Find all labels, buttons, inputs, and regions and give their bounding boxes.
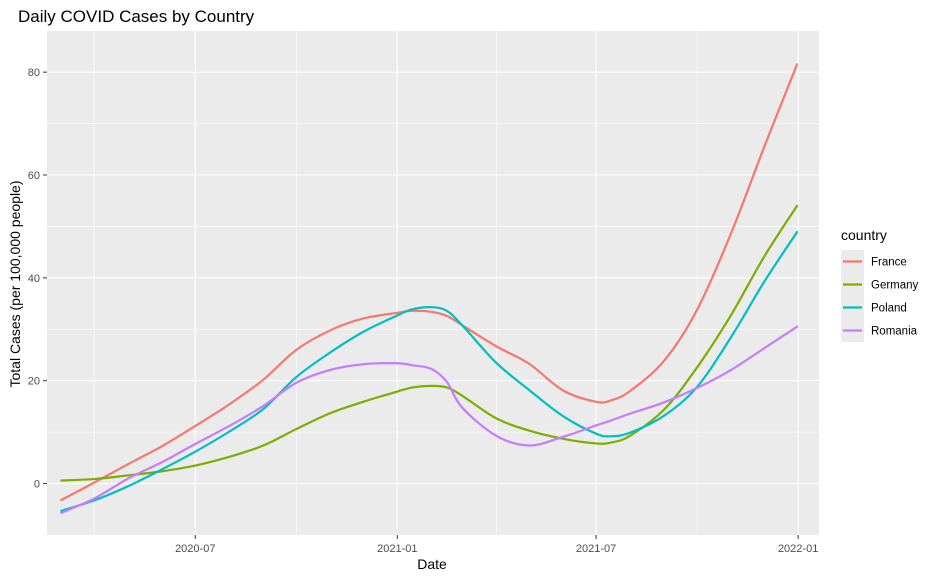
plot-panel xyxy=(47,31,819,535)
y-tick-label: 20 xyxy=(28,376,40,388)
y-tick-label: 40 xyxy=(28,273,40,285)
series-line-germany xyxy=(60,204,799,482)
x-tick-label: 2021-01 xyxy=(377,543,417,555)
y-tick-label: 0 xyxy=(34,479,40,491)
legend-title: country xyxy=(841,227,887,243)
y-axis: 0 20 40 60 80 xyxy=(28,67,47,491)
y-tick-label: 80 xyxy=(28,67,40,79)
x-axis-title: Date xyxy=(417,556,447,572)
legend-item-germany: Germany xyxy=(841,273,919,296)
legend-item-poland: Poland xyxy=(841,296,907,319)
legend-label: France xyxy=(871,257,907,269)
series-lines xyxy=(60,63,799,514)
major-gridlines xyxy=(47,31,819,535)
x-tick-label: 2020-07 xyxy=(175,543,215,555)
y-axis-title: Total Cases (per 100,000 people) xyxy=(7,180,23,387)
legend-item-romania: Romania xyxy=(841,319,918,342)
series-line-poland xyxy=(60,230,799,512)
legend-item-france: France xyxy=(841,250,907,273)
x-tick-label: 2022-01 xyxy=(778,543,818,555)
chart-title: Daily COVID Cases by Country xyxy=(18,7,255,26)
x-tick-label: 2021-07 xyxy=(576,543,616,555)
legend-label: Poland xyxy=(871,303,907,315)
legend: country France Germany Poland Romania xyxy=(841,227,919,342)
minor-gridlines xyxy=(47,31,819,535)
legend-label: Romania xyxy=(871,326,918,338)
x-axis: 2020-07 2021-01 2021-07 2022-01 xyxy=(175,535,818,555)
legend-label: Germany xyxy=(871,280,919,292)
y-tick-label: 60 xyxy=(28,170,40,182)
series-line-romania xyxy=(60,325,799,514)
series-line-france xyxy=(60,63,799,502)
